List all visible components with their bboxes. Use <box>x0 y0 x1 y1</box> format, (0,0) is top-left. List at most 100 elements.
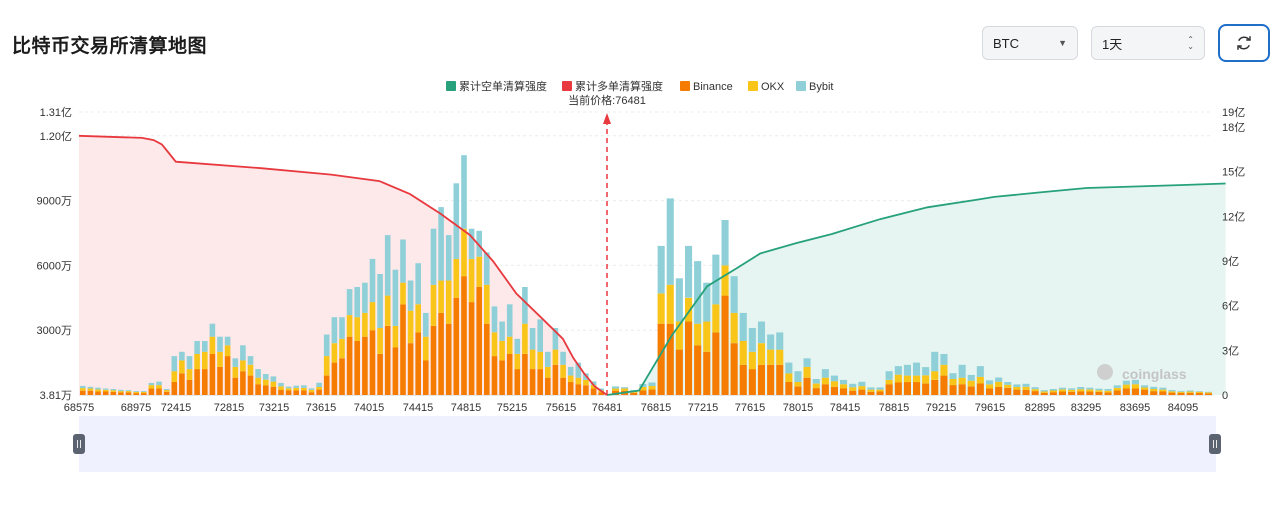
left-bar-bybit <box>285 386 292 389</box>
left-bar-bybit <box>323 334 330 357</box>
right-bar-bybit <box>785 362 793 374</box>
legend-swatch <box>796 81 806 91</box>
right-bar-bybit <box>958 364 966 378</box>
left-bar-binance <box>87 390 94 395</box>
right-bar-binance <box>1058 391 1066 395</box>
x-tick-label: 74415 <box>403 402 434 414</box>
right-bar-bybit <box>867 387 875 390</box>
right-bar-okx <box>1031 389 1039 392</box>
left-bar-binance <box>308 392 315 395</box>
left-bar-binance <box>95 391 101 395</box>
left-bar-okx <box>87 388 94 391</box>
right-bar-bybit <box>1131 379 1139 385</box>
left-bar-okx <box>560 364 566 378</box>
right-bar-bybit <box>858 381 866 387</box>
right-bar-binance <box>949 385 957 395</box>
range-slider-right-handle[interactable] <box>1209 434 1221 454</box>
right-bar-bybit <box>648 382 656 386</box>
left-bar-bybit <box>346 289 353 315</box>
left-axis-label: 1.20亿 <box>40 130 72 143</box>
right-bar-bybit <box>1141 385 1149 388</box>
refresh-button[interactable] <box>1218 24 1270 62</box>
right-bar-okx <box>648 385 656 390</box>
right-bar-binance <box>1150 391 1158 395</box>
left-bar-okx <box>125 391 132 393</box>
right-bar-bybit <box>821 369 829 378</box>
left-bar-binance <box>293 390 299 395</box>
left-bar-okx <box>141 392 147 394</box>
right-bar-okx <box>1095 390 1103 392</box>
right-bar-binance <box>1040 392 1048 395</box>
right-bar-bybit <box>1049 389 1057 391</box>
right-bar-binance <box>894 382 902 395</box>
left-bar-bybit <box>552 328 559 350</box>
left-bar-binance <box>392 347 399 395</box>
left-bar-okx <box>331 343 338 363</box>
range-slider-track[interactable] <box>79 416 1216 472</box>
left-bar-okx <box>423 336 429 361</box>
right-bar-bybit <box>1086 387 1094 390</box>
x-tick-label: 76815 <box>641 402 672 414</box>
right-bar-okx <box>794 382 802 387</box>
right-bar-binance <box>675 349 683 395</box>
right-bar-bybit <box>1104 389 1112 391</box>
x-tick-label: 75215 <box>497 402 528 414</box>
left-axis-label: 6000万 <box>37 260 72 272</box>
right-bar-bybit <box>739 312 747 341</box>
right-bar-okx <box>894 374 902 383</box>
right-bar-okx <box>639 387 647 391</box>
left-bar-okx <box>491 332 498 357</box>
left-bar-bybit <box>575 362 582 378</box>
right-axis-label: 19亿 <box>1222 106 1245 119</box>
right-bar-bybit <box>1068 388 1076 390</box>
period-select[interactable]: 1天 ⌃ ⌄ <box>1091 26 1205 60</box>
left-bar-bybit <box>232 358 239 367</box>
left-bar-bybit <box>430 228 437 285</box>
right-bar-okx <box>675 321 683 350</box>
left-bar-binance <box>567 382 574 395</box>
right-bar-okx <box>867 389 875 392</box>
left-bar-okx <box>583 379 589 386</box>
right-bar-binance <box>1068 391 1076 395</box>
coin-select[interactable]: BTC ▼ <box>982 26 1078 60</box>
left-bar-bybit <box>339 317 345 339</box>
right-bar-bybit <box>949 373 957 379</box>
left-bar-bybit <box>133 391 139 392</box>
left-bar-okx <box>110 390 117 392</box>
left-bar-binance <box>80 390 86 395</box>
right-bar-bybit <box>903 364 911 376</box>
right-bar-bybit <box>757 321 765 344</box>
left-bar-binance <box>171 382 178 395</box>
left-bar-bybit <box>331 317 338 344</box>
left-bar-bybit <box>141 391 147 392</box>
left-bar-bybit <box>293 385 299 388</box>
right-bar-okx <box>967 380 975 387</box>
right-bar-binance <box>712 332 720 395</box>
right-bar-okx <box>1004 384 1012 388</box>
left-bar-okx <box>392 325 399 348</box>
right-bar-okx <box>1068 389 1076 392</box>
legend-label: 累计多单清算强度 <box>575 79 663 93</box>
right-bar-bybit <box>1113 385 1121 388</box>
right-bar-binance <box>666 323 674 395</box>
left-bar-bybit <box>316 382 322 387</box>
left-bar-bybit <box>384 235 391 296</box>
left-bar-bybit <box>194 341 200 354</box>
right-bar-okx <box>1204 392 1212 394</box>
x-tick-label: 78415 <box>830 402 861 414</box>
left-bar-bybit <box>453 183 460 259</box>
left-bar-okx <box>148 385 155 389</box>
right-bar-bybit <box>657 245 665 294</box>
left-bar-binance <box>186 379 193 395</box>
right-bar-okx <box>1131 384 1139 389</box>
left-bar-binance <box>194 369 200 395</box>
range-slider-left-handle[interactable] <box>73 434 85 454</box>
right-bar-bybit <box>1159 387 1167 390</box>
right-bar-binance <box>1186 392 1194 395</box>
right-bar-okx <box>739 341 747 365</box>
right-bar-bybit <box>967 374 975 381</box>
left-bar-bybit <box>247 356 254 365</box>
left-bar-bybit <box>148 382 155 386</box>
right-bar-bybit <box>931 351 939 372</box>
